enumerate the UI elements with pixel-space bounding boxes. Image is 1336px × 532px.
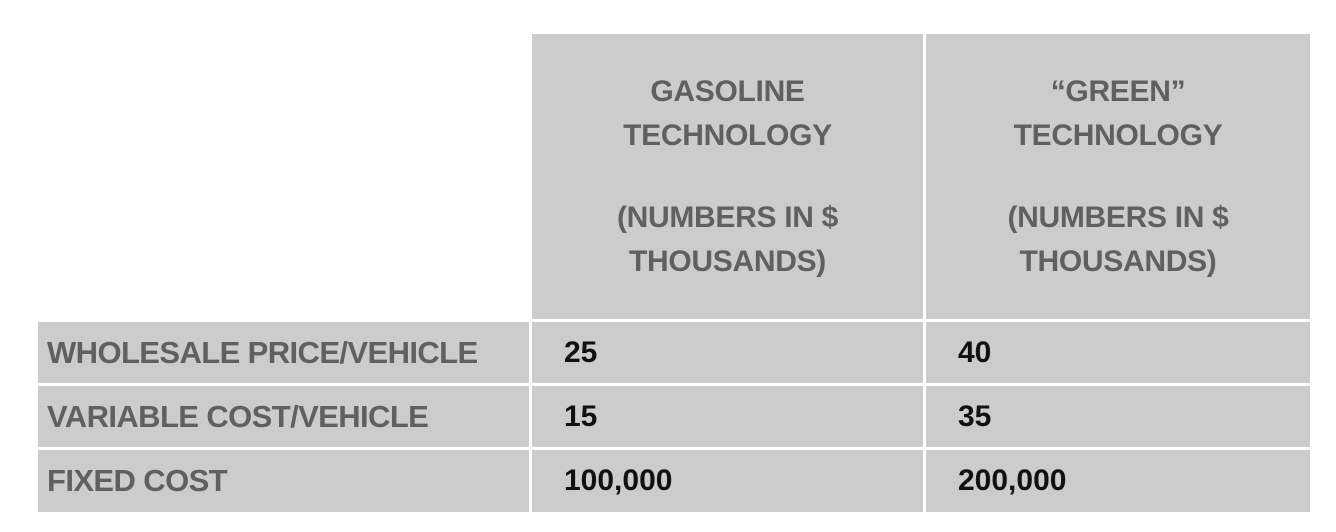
header-gasoline-title-line1: GASOLINE (650, 74, 805, 108)
row-label-wholesale-price: WHOLESALE PRICE/VEHICLE (38, 322, 529, 383)
value-green-variable-cost: 35 (926, 386, 1310, 447)
header-green-title-line2: TECHNOLOGY (1013, 118, 1223, 152)
value-gasoline-variable-cost: 15 (532, 386, 923, 447)
header-green-note-line1: (NUMBERS IN $ (1007, 200, 1229, 234)
header-gasoline-technology: GASOLINE TECHNOLOGY (NUMBERS IN $ THOUSA… (532, 34, 923, 319)
value-gasoline-wholesale-price: 25 (532, 322, 923, 383)
header-gasoline-title-line2: TECHNOLOGY (623, 118, 832, 152)
row-label-variable-cost: VARIABLE COST/VEHICLE (38, 386, 529, 447)
header-gasoline-note-line1: (NUMBERS IN $ (616, 200, 839, 234)
value-gasoline-fixed-cost: 100,000 (532, 450, 923, 512)
header-gasoline-note-line2: THOUSANDS) (629, 244, 826, 278)
row-label-fixed-cost: FIXED COST (38, 450, 529, 512)
header-green-note-line2: THOUSANDS) (1019, 244, 1217, 278)
value-green-fixed-cost: 200,000 (926, 450, 1310, 512)
header-green-technology: “GREEN” TECHNOLOGY (NUMBERS IN $ THOUSAN… (926, 34, 1310, 319)
value-green-wholesale-price: 40 (926, 322, 1310, 383)
header-green-title-line1: “GREEN” (1050, 74, 1186, 108)
